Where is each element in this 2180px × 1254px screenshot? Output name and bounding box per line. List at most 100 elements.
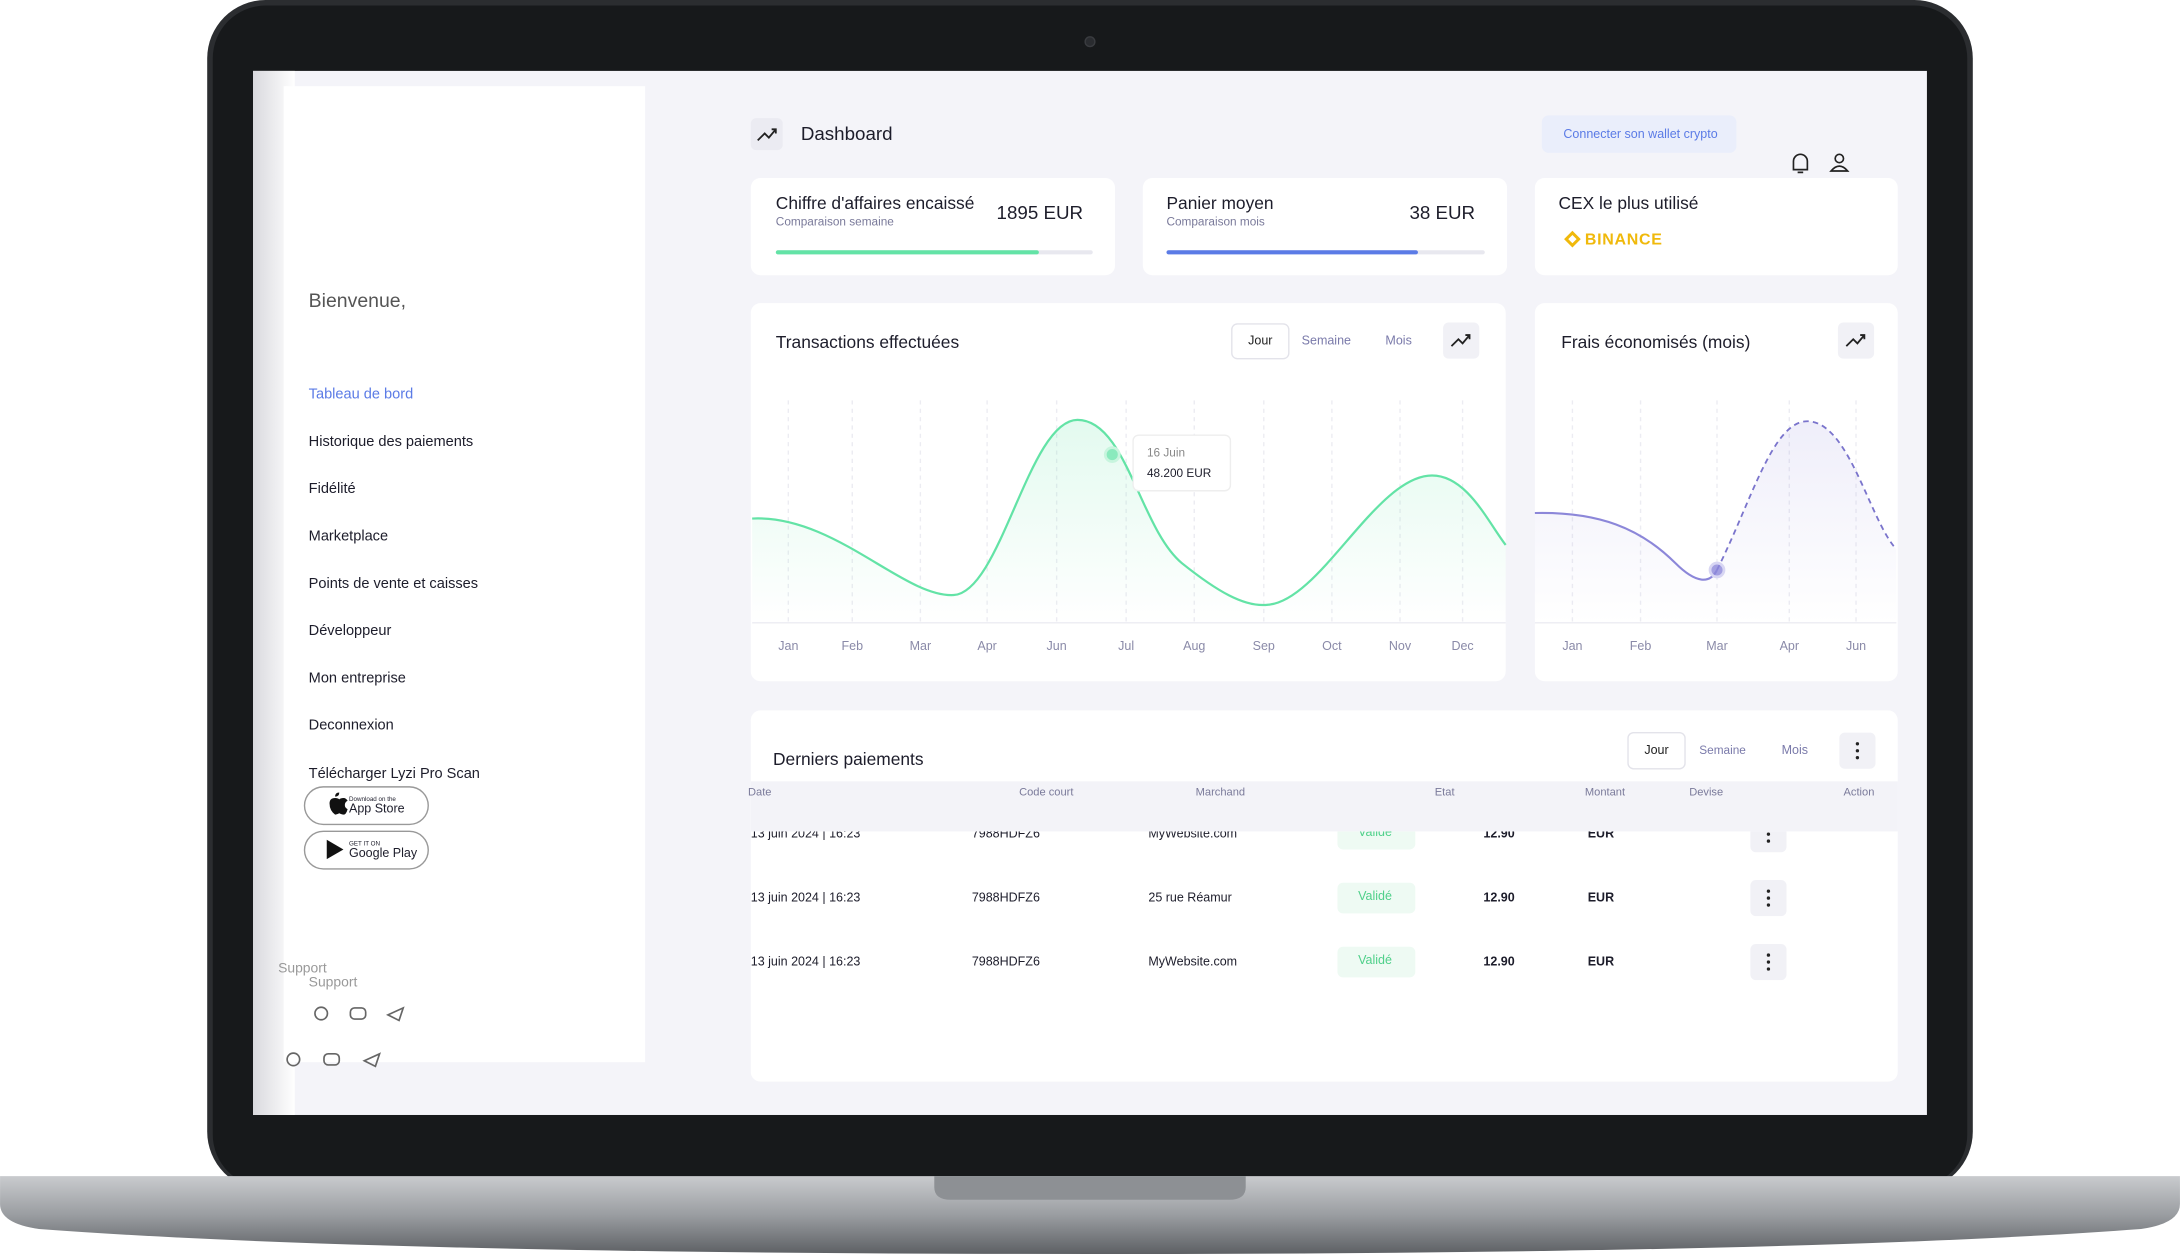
icon-button[interactable] xyxy=(1443,322,1480,359)
status-pill xyxy=(1337,831,1416,850)
wallet-button[interactable] xyxy=(1541,115,1737,153)
nav: Tableau de bord Historique des paiements F… xyxy=(309,387,478,734)
x-tick-label: Apr xyxy=(1780,639,1799,653)
camera xyxy=(1084,36,1096,48)
action-dot xyxy=(1766,896,1771,900)
nav-item[interactable]: Mon entreprise xyxy=(309,670,406,686)
discord-icon[interactable] xyxy=(349,1007,367,1020)
x-tick-label: Jun xyxy=(1047,639,1067,653)
cell-currency: EUR xyxy=(1588,954,1614,968)
cell-currency: EUR xyxy=(1588,890,1614,904)
column-header: Code court xyxy=(1019,786,1073,798)
wallet-button-label: Connecter son wallet crypto xyxy=(1563,127,1717,141)
cell-merchant: 25 rue Réamur xyxy=(1148,890,1231,904)
nav-item[interactable]: Tableau de bord xyxy=(309,387,414,403)
cell-date: 13 juin 2024 | 16:23 xyxy=(751,826,861,840)
more-icon xyxy=(1855,742,1860,760)
cell-amount: 12.90 xyxy=(1483,890,1514,904)
cell-status: Validé xyxy=(1358,953,1392,967)
discord-icon[interactable] xyxy=(323,1052,341,1066)
action-dot xyxy=(1766,889,1771,893)
nav-item[interactable]: Historique des paiements xyxy=(309,434,474,450)
line xyxy=(1534,511,1718,581)
tab[interactable]: Jour xyxy=(1248,334,1272,348)
x-tick-label: Sep xyxy=(1253,639,1275,653)
action-dot xyxy=(1766,903,1771,907)
cell-code: 7988HDFZ6 xyxy=(972,954,1040,968)
trend-icon xyxy=(1845,334,1866,347)
google-play-button[interactable] xyxy=(303,830,429,870)
tooltip-date: 16 Juin xyxy=(1147,445,1185,459)
x-tick-label: Jan xyxy=(1562,639,1582,653)
support-label: Support xyxy=(309,974,358,990)
cell-code: 7988HDFZ6 xyxy=(972,890,1040,904)
support-label: Support xyxy=(278,960,327,976)
tab-active[interactable] xyxy=(1627,731,1686,770)
tab-active[interactable] xyxy=(1231,323,1290,360)
app-store-small: Download on the xyxy=(349,796,396,803)
action-dot xyxy=(1766,960,1771,964)
card-title: CEX le plus utilisé xyxy=(1559,193,1699,213)
tab[interactable]: Semaine xyxy=(1699,743,1746,757)
card-value: 1895 EUR xyxy=(997,202,1084,223)
whatsapp-icon[interactable] xyxy=(314,1006,329,1021)
page-title: Dashboard xyxy=(801,123,893,144)
play-icon xyxy=(326,839,344,860)
cell-merchant: MyWebsite.com xyxy=(1148,954,1237,968)
status-pill xyxy=(1337,946,1416,978)
trend-icon xyxy=(757,128,777,142)
telegram-icon[interactable] xyxy=(385,1006,405,1022)
tab[interactable]: Jour xyxy=(1644,743,1668,757)
chart-title: Frais économisés (mois) xyxy=(1561,332,1750,352)
highlight-point[interactable] xyxy=(1708,561,1726,579)
x-tick-label: Feb xyxy=(1630,639,1652,653)
x-tick-label: Mar xyxy=(1706,639,1728,653)
card xyxy=(1534,177,1898,276)
cell-merchant: MyWebsite.com xyxy=(1148,826,1237,840)
download-label: Télécharger Lyzi Pro Scan xyxy=(309,766,480,782)
cell-currency: EUR xyxy=(1588,826,1614,840)
tab[interactable]: Semaine xyxy=(1302,334,1351,348)
nav-item[interactable]: Marketplace xyxy=(309,528,388,544)
table-header xyxy=(750,781,1898,832)
cell-amount: 12.90 xyxy=(1483,826,1514,840)
cell-status: Validé xyxy=(1358,825,1392,839)
whatsapp-icon[interactable] xyxy=(286,1052,301,1067)
sidebar xyxy=(283,86,646,1063)
action-dot xyxy=(1766,839,1771,843)
highlight-point[interactable] xyxy=(1103,446,1121,463)
status-pill xyxy=(1337,882,1416,914)
column-header: Date xyxy=(748,786,771,798)
icon-button[interactable] xyxy=(1837,322,1875,359)
chart-title: Transactions effectuées xyxy=(776,332,960,352)
dashboard-icon-box xyxy=(750,118,783,151)
user-icon[interactable] xyxy=(1829,153,1850,172)
card-subtitle: Comparaison semaine xyxy=(776,215,894,229)
bell-icon[interactable] xyxy=(1792,153,1809,174)
nav-item[interactable]: Développeur xyxy=(309,623,392,639)
apple-icon xyxy=(329,792,348,815)
card-title: Chiffre d'affaires encaissé xyxy=(776,193,975,213)
card-title: Panier moyen xyxy=(1166,193,1273,213)
area xyxy=(752,419,1506,623)
nav-item[interactable]: Deconnexion xyxy=(309,718,394,734)
area xyxy=(1534,421,1897,623)
tab[interactable]: Mois xyxy=(1782,743,1808,757)
cell-date: 13 juin 2024 | 16:23 xyxy=(751,890,861,904)
progress-bar xyxy=(775,250,1039,255)
table-body: 13 juin 2024 | 16:23 7988HDFZ6 MyWebsite.c… xyxy=(751,825,1787,981)
cell-status: Validé xyxy=(1358,889,1392,903)
progress-bar xyxy=(1166,250,1418,255)
nav-item[interactable]: Points de vente et caisses xyxy=(309,576,478,592)
laptop-base xyxy=(0,1176,2180,1254)
action-dot xyxy=(1766,832,1771,836)
nav-item[interactable]: Fidélité xyxy=(309,481,356,497)
greeting: Bienvenue, xyxy=(309,290,406,312)
telegram-icon[interactable] xyxy=(362,1052,381,1068)
payments-title: Derniers paiements xyxy=(773,749,924,769)
tab[interactable]: Mois xyxy=(1385,334,1411,348)
forecast-line xyxy=(1716,420,1897,571)
x-tick-label: Jan xyxy=(778,639,798,653)
column-header: Devise xyxy=(1689,786,1723,798)
